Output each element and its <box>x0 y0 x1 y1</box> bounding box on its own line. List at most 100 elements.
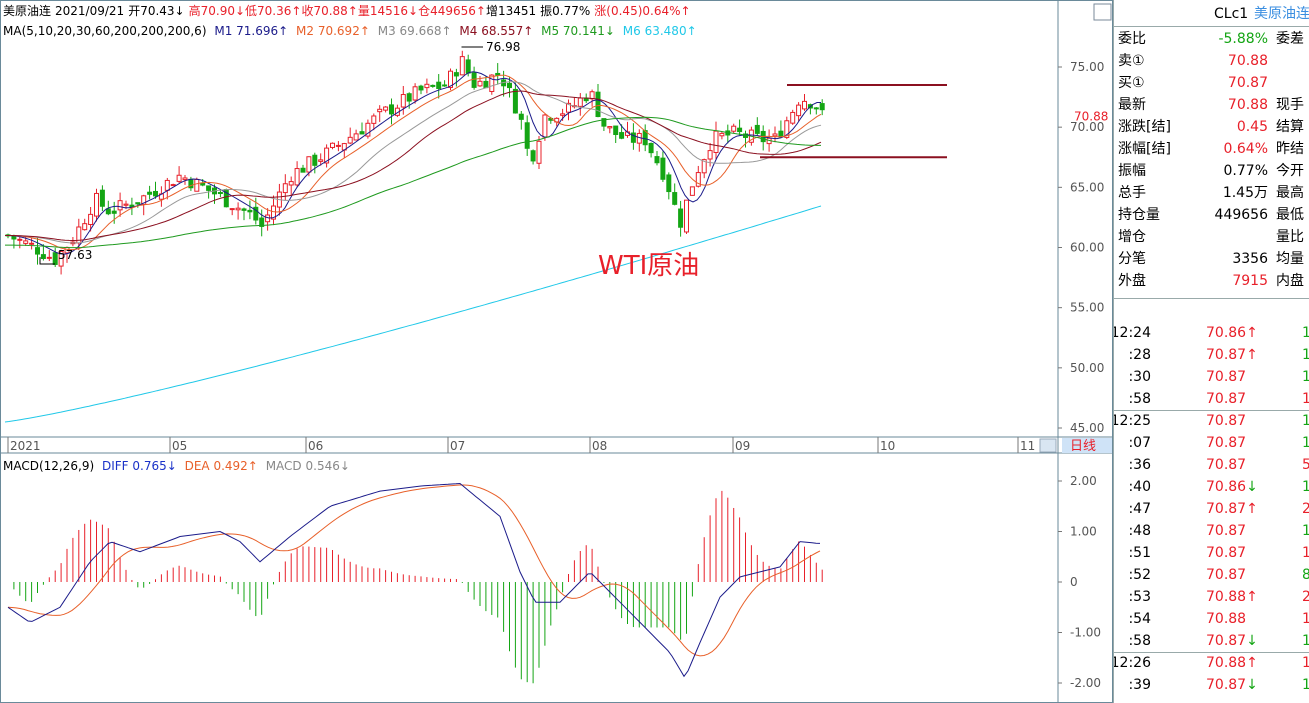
quote-row-label: 分笔 <box>1118 251 1146 267</box>
tick-row[interactable]: :36 70.87 5 <box>1114 454 1309 476</box>
tick-row[interactable]: :07 70.87 1 <box>1114 432 1309 454</box>
candle-body <box>507 82 512 89</box>
tick-volume: 10 <box>1302 388 1309 410</box>
candle-body <box>619 132 625 139</box>
candle-body <box>99 189 105 207</box>
candle-body <box>82 223 88 231</box>
tick-row[interactable]: :58 70.87 10 <box>1114 388 1309 410</box>
tick-row[interactable]: :54 70.88 1 <box>1114 608 1309 630</box>
tick-row[interactable]: :30 70.87 1 <box>1114 366 1309 388</box>
time-tick-label: 07 <box>450 439 465 453</box>
tick-volume: 1 <box>1302 476 1309 498</box>
candle-body <box>489 74 495 92</box>
candle-body <box>672 192 678 205</box>
candle-body <box>577 97 583 107</box>
quote-row: 卖① 70.88 <box>1114 50 1309 72</box>
diff-line <box>7 482 821 678</box>
candle-body <box>170 184 176 187</box>
kline-chart[interactable]: 日线 75.00 70.00 65.00 60.00 55.00 50.00 45.00 70.… <box>0 0 1113 703</box>
tick-row[interactable]: :52 70.87 8 <box>1114 564 1309 586</box>
price-tick-label: 60.00 <box>1070 241 1104 255</box>
tick-row[interactable]: :51 70.87 1 <box>1114 542 1309 564</box>
candle-body <box>389 104 394 115</box>
candle-body <box>784 120 790 138</box>
quote-row: 振幅 0.77% 今开 <box>1114 160 1309 182</box>
chart-canvas[interactable]: 日线 75.00 70.00 65.00 60.00 55.00 50.00 45.00 70.… <box>0 0 1113 703</box>
quote-row: 总手 1.45万 最高 <box>1114 182 1309 204</box>
period-tab-label: 日线 <box>1070 439 1096 454</box>
tick-price: 70.87 <box>1206 435 1247 451</box>
tick-volume: 1 <box>1302 410 1309 432</box>
tick-volume: 1 <box>1302 652 1309 674</box>
candle-body <box>459 56 465 76</box>
candle-body <box>589 91 595 100</box>
bar-date: 2021/09/21 <box>55 4 125 18</box>
period-tab-bg[interactable] <box>1062 438 1112 453</box>
candle-body <box>35 247 40 255</box>
ma-legend-m4: M4 68.557↑ <box>459 24 534 38</box>
price-tick-label: 55.00 <box>1070 301 1104 315</box>
bar-open-interest: 仓449656↑ <box>418 4 486 18</box>
bar-change: 涨(0.45)0.64%↑ <box>594 4 691 18</box>
candle-body <box>88 213 94 225</box>
candle-body <box>271 205 276 220</box>
tick-row[interactable]: :47 70.87↑ 2 <box>1114 498 1309 520</box>
tick-row[interactable]: 12:25 70.87 1 <box>1114 410 1309 432</box>
macd-dea: DEA 0.492↑ <box>184 459 258 473</box>
tick-row[interactable]: :39 70.87↓ 1 <box>1114 674 1309 696</box>
candle-body <box>300 167 306 173</box>
candle-body <box>117 200 123 211</box>
candle-body <box>495 72 501 76</box>
quote-row: 持仓量 449656 最低 <box>1114 204 1309 226</box>
candle-body <box>347 136 353 144</box>
quote-row-label-2: 委差 <box>1276 31 1304 47</box>
quote-panel: CLc1 美原油连 委比 -5.88% 委差 卖① 70.88 买① 70.87 最新 70.8… <box>1113 0 1309 703</box>
candle-body <box>518 113 524 120</box>
quote-row: 涨跌[结] 0.45 结算 <box>1114 116 1309 138</box>
tick-price: 70.87↑ <box>1206 347 1258 363</box>
candle-body <box>790 111 796 124</box>
quote-row: 分笔 3356 均量 <box>1114 248 1309 270</box>
tick-price: 70.87↓ <box>1206 633 1258 649</box>
tick-volume: 1 <box>1302 674 1309 696</box>
candle-body <box>819 103 825 111</box>
quote-header: 美原油连 2021/09/21 开70.43↓ 高70.90↓低70.36↑收70.8… <box>3 3 695 19</box>
macd-legend: MACD(12,26,9) DIFF 0.765↓ DEA 0.492↑ MAC… <box>3 458 354 474</box>
macd-tick-label: 0 <box>1070 575 1078 589</box>
macd-value: MACD 0.546↓ <box>265 459 350 473</box>
candle-body <box>648 142 654 154</box>
tick-row[interactable]: :58 70.87↓ 1 <box>1114 630 1309 652</box>
candle-body <box>176 174 182 182</box>
tick-time: :47 <box>1128 501 1151 517</box>
chart-menu-button[interactable] <box>1093 3 1112 21</box>
candle-body <box>282 183 288 194</box>
tick-row[interactable]: :48 70.87 1 <box>1114 520 1309 542</box>
tick-volume: 2 <box>1302 586 1309 608</box>
tick-volume: 1 <box>1302 366 1309 388</box>
candle-body <box>111 210 117 214</box>
time-tick-label: 09 <box>735 439 750 453</box>
tick-time: :51 <box>1128 545 1151 561</box>
tick-time: 12:25 <box>1113 413 1151 429</box>
candle-body <box>448 70 453 88</box>
tick-row[interactable]: :40 70.86↓ 1 <box>1114 476 1309 498</box>
candle-body <box>430 84 436 87</box>
tick-row[interactable]: :28 70.87↑ 1 <box>1114 344 1309 366</box>
time-tick-label: 08 <box>592 439 607 453</box>
macd-histogram <box>13 490 823 684</box>
tick-row[interactable]: :53 70.88↑ 2 <box>1114 586 1309 608</box>
tick-price: 70.87 <box>1206 457 1247 473</box>
tick-row[interactable]: 12:26 70.88↑ 1 <box>1114 652 1309 674</box>
time-tick-label: 06 <box>308 439 323 453</box>
tick-price: 70.88 <box>1206 611 1247 627</box>
scroll-handle[interactable] <box>1039 438 1057 453</box>
candle-body <box>566 102 571 113</box>
quote-row-value: 70.88 <box>1227 97 1268 113</box>
candle-body <box>595 91 601 118</box>
bar-volume: 量14516↓ <box>357 4 419 18</box>
candle-body <box>123 203 129 206</box>
quote-row-value: -5.88% <box>1218 31 1268 47</box>
tick-row[interactable]: 12:24 70.86↑ 1 <box>1114 322 1309 344</box>
candle-body <box>200 182 206 186</box>
candle-body <box>383 106 389 111</box>
